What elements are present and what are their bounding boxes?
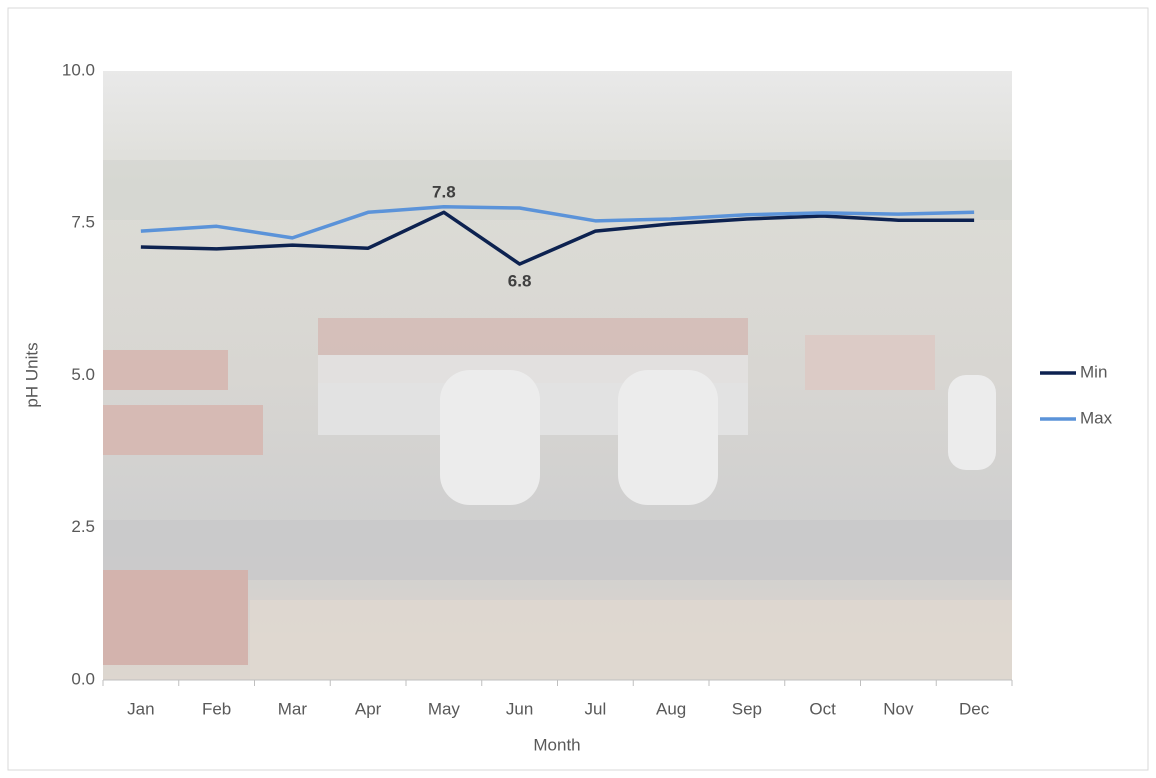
x-tick-label: May <box>428 699 461 718</box>
x-tick-label: Feb <box>202 699 231 718</box>
y-axis-title: pH Units <box>22 342 41 407</box>
x-tick-label: Jun <box>506 699 533 718</box>
x-tick-label: Apr <box>355 699 382 718</box>
x-axis-title: Month <box>533 735 580 754</box>
x-tick-label: Aug <box>656 699 686 718</box>
page: pH Units Month 0.0 2.5 5.0 7.5 10.0 Jan Feb Mar… <box>0 0 1156 778</box>
y-tick-label: 5.0 <box>71 365 95 384</box>
y-tick-label: 2.5 <box>71 517 95 536</box>
legend-label: Max <box>1080 408 1113 427</box>
x-tick-label: Oct <box>809 699 836 718</box>
value-label: 7.8 <box>432 182 456 201</box>
x-tick-label: Jul <box>585 699 607 718</box>
x-tick-label: Mar <box>278 699 308 718</box>
legend-label: Min <box>1080 362 1107 381</box>
chart: pH Units Month 0.0 2.5 5.0 7.5 10.0 Jan Feb Mar… <box>0 0 1156 778</box>
x-tick-label: Dec <box>959 699 990 718</box>
y-tick-label: 7.5 <box>71 213 95 232</box>
x-tick-label: Sep <box>732 699 762 718</box>
y-tick-label: 0.0 <box>71 669 95 688</box>
x-tick-label: Jan <box>127 699 154 718</box>
x-tick-label: Nov <box>883 699 914 718</box>
y-tick-label: 10.0 <box>62 60 95 79</box>
background-photo <box>103 71 1012 680</box>
value-label: 6.8 <box>508 272 532 291</box>
